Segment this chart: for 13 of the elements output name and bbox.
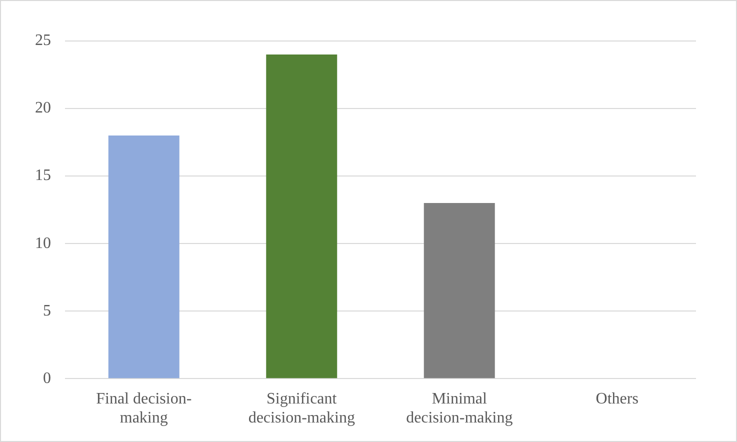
bar (424, 203, 495, 378)
bar (266, 54, 338, 378)
y-tick-label: 15 (35, 167, 51, 184)
bar (108, 136, 180, 378)
y-tick-label: 10 (35, 234, 51, 252)
y-tick-label: 20 (35, 100, 51, 117)
x-tick-label: Final decision-making (96, 390, 192, 427)
y-tick-label: 5 (43, 302, 51, 320)
x-tick-label: Significant decision-making (248, 390, 355, 427)
y-tick-label: 0 (43, 370, 51, 387)
x-tick-label: Others (596, 390, 638, 408)
y-tick-label: 25 (35, 32, 51, 50)
x-tick-label: Minimal decision-making (406, 390, 513, 427)
